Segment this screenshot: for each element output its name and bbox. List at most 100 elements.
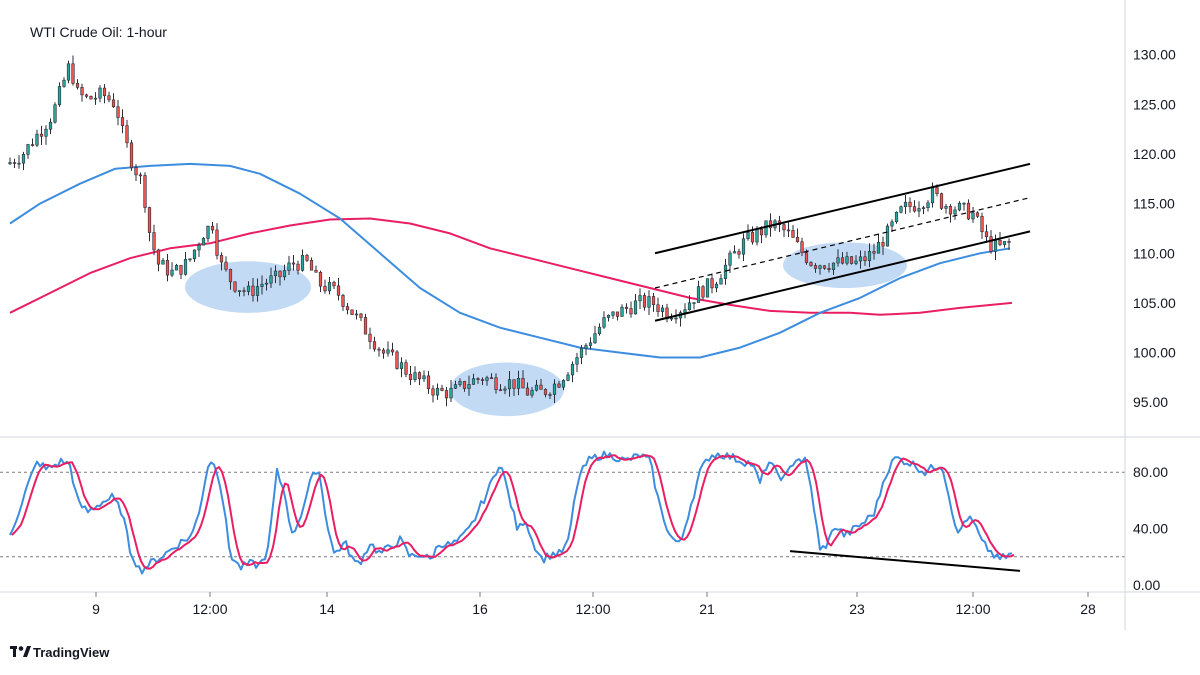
candle <box>611 311 615 319</box>
candle <box>219 252 224 271</box>
channel-line-dashed-2[interactable] <box>654 197 1031 289</box>
candle <box>390 342 395 356</box>
candle <box>732 245 737 254</box>
candle <box>593 325 597 344</box>
candle <box>48 118 53 135</box>
candle <box>876 233 881 254</box>
candle <box>975 211 980 218</box>
time-tick-label: 12:00 <box>955 601 990 617</box>
candle <box>1007 238 1011 251</box>
candle <box>908 197 912 213</box>
candle <box>705 278 710 298</box>
price-ma-slow-group <box>9 217 1013 316</box>
candle <box>917 201 921 218</box>
tradingview-logo-text: TradingView <box>33 645 110 660</box>
price-axis[interactable]: 130.00 125.00 120.00 115.00 110.00 105.00 100.… <box>1133 47 1176 411</box>
candle <box>786 222 791 238</box>
candle <box>471 373 476 385</box>
candle <box>147 206 152 242</box>
time-tick-label: 28 <box>1080 601 1096 617</box>
candle <box>372 336 377 352</box>
time-tick-label: 14 <box>319 601 335 617</box>
time-tick-label: 12:00 <box>192 601 227 617</box>
stoch-axis[interactable]: 80.00 40.00 0.00 <box>1133 464 1168 593</box>
candle <box>404 359 408 378</box>
candle <box>237 290 242 297</box>
candle <box>116 99 120 126</box>
candle <box>552 379 557 403</box>
candle <box>633 293 638 315</box>
tradingview-logo: TradingView <box>10 645 110 660</box>
candle <box>746 224 750 241</box>
candle <box>251 277 255 302</box>
candle <box>890 219 894 232</box>
candle <box>264 278 269 291</box>
candle <box>543 388 548 398</box>
candle <box>845 251 849 266</box>
candle <box>849 256 854 265</box>
price-tick-label: 120.00 <box>1133 146 1176 162</box>
candle <box>831 262 836 276</box>
candle <box>314 265 318 273</box>
channel-line-solid-1[interactable] <box>654 162 1031 255</box>
candle <box>206 225 210 243</box>
moving-average-slow-line <box>9 217 1013 316</box>
candle <box>822 265 827 270</box>
candle <box>872 243 876 260</box>
candle <box>813 263 818 273</box>
candle <box>696 280 701 303</box>
candle <box>386 341 390 357</box>
candle <box>273 265 278 284</box>
candle <box>26 143 30 159</box>
candle <box>638 288 642 310</box>
channel-line-solid-3[interactable] <box>654 230 1031 322</box>
stochastic-d-line <box>11 454 1015 570</box>
candle <box>201 236 206 246</box>
candle <box>836 249 840 267</box>
candle <box>188 258 192 262</box>
candle <box>606 314 611 322</box>
price-tick-label: 125.00 <box>1133 96 1176 112</box>
time-tick-label: 21 <box>699 601 715 617</box>
candle <box>98 85 102 103</box>
candle <box>242 287 246 297</box>
candle <box>660 304 665 318</box>
candle <box>584 343 588 356</box>
candle <box>791 225 795 238</box>
candle <box>741 233 746 262</box>
candle <box>12 158 17 169</box>
candle <box>980 212 984 239</box>
candle <box>125 119 129 148</box>
candle <box>899 205 903 214</box>
candle <box>93 92 98 105</box>
candle <box>449 379 453 402</box>
candle <box>291 255 296 271</box>
candle <box>224 256 228 272</box>
candle <box>458 378 462 387</box>
candle <box>431 385 435 403</box>
candle <box>359 313 363 322</box>
candle <box>197 242 201 258</box>
moving-average-fast-line <box>9 162 1011 359</box>
candle <box>539 378 543 390</box>
candle <box>426 370 431 394</box>
candle <box>629 301 633 318</box>
candle <box>957 201 962 212</box>
candle <box>912 200 917 213</box>
candle <box>570 361 575 383</box>
candle <box>588 337 593 350</box>
candle <box>863 250 867 266</box>
panel-borders <box>0 0 1200 630</box>
candle <box>759 226 764 244</box>
candle <box>939 192 944 210</box>
candle <box>84 93 89 99</box>
candle <box>795 228 800 243</box>
time-axis[interactable]: 9 12:00 14 16 12:00 21 23 12:00 28 <box>92 592 1096 617</box>
time-tick-label: 23 <box>849 601 865 617</box>
chart-title: WTI Crude Oil: 1-hour <box>30 24 167 40</box>
stoch-divergence-line[interactable] <box>789 550 1021 572</box>
candle <box>350 309 354 316</box>
candle <box>494 373 498 394</box>
candle <box>440 384 444 392</box>
